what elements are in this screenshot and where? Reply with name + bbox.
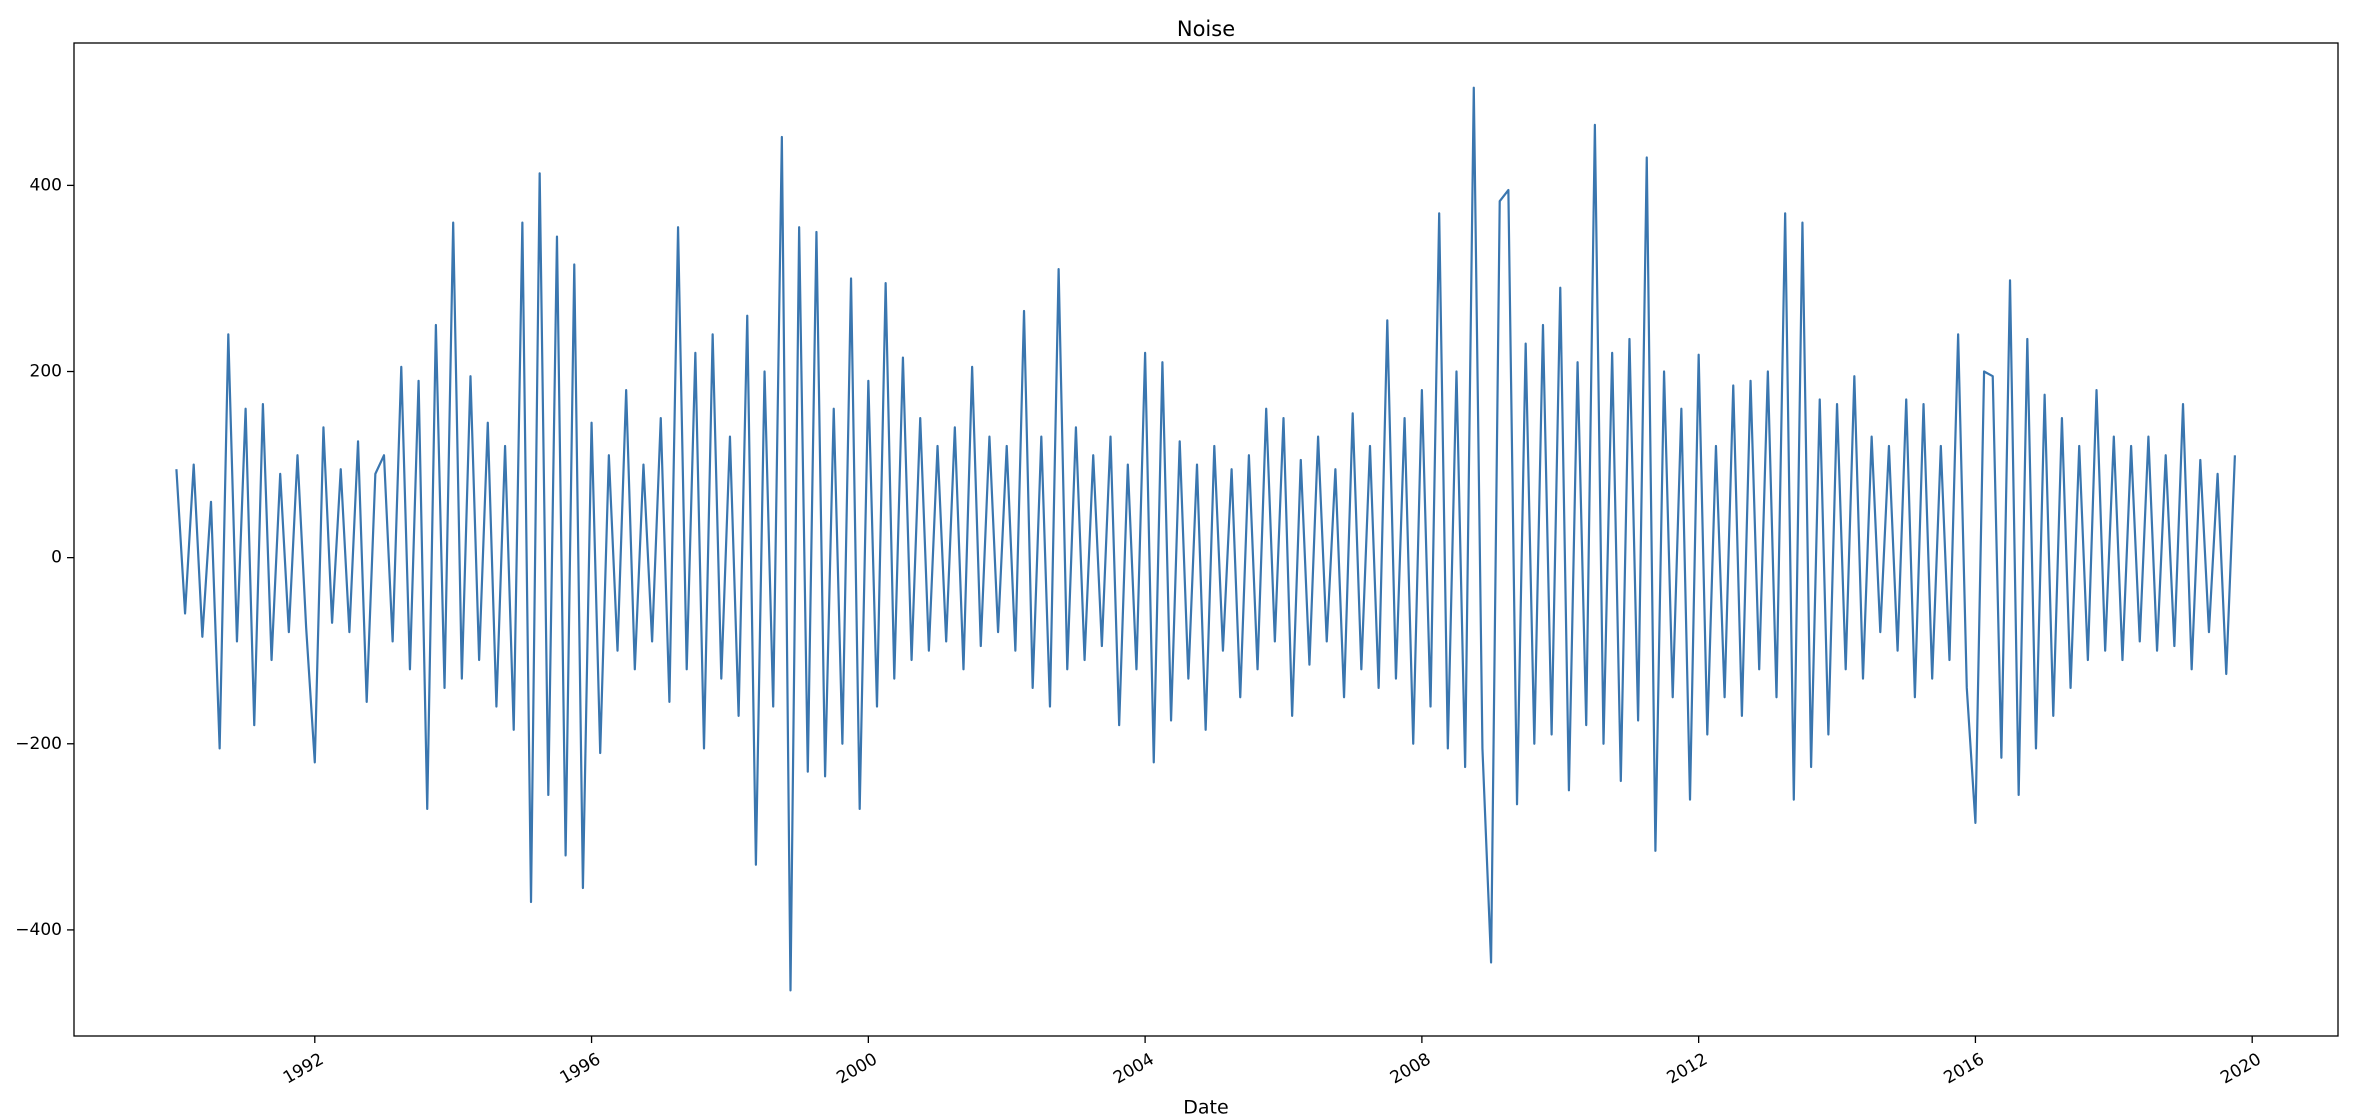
x-tick-label: 2016 bbox=[1940, 1049, 1987, 1088]
x-tick-label: 1996 bbox=[557, 1049, 604, 1088]
x-axis-label: Date bbox=[1183, 1097, 1228, 1119]
x-tick-label: 2020 bbox=[2217, 1049, 2264, 1088]
y-tick-label: 0 bbox=[51, 548, 62, 568]
noise-line bbox=[175, 86, 2236, 992]
x-tick-label: 2012 bbox=[1664, 1049, 1711, 1088]
x-tick-label: 2000 bbox=[833, 1049, 880, 1088]
plot-frame bbox=[73, 42, 2339, 1037]
y-tick-label: −400 bbox=[15, 920, 62, 940]
y-tick-label: −200 bbox=[15, 734, 62, 754]
x-tick-label: 1992 bbox=[280, 1049, 327, 1088]
y-tick-label: 200 bbox=[30, 362, 62, 382]
x-tick-label: 2008 bbox=[1387, 1049, 1434, 1088]
x-tick-label: 2004 bbox=[1110, 1049, 1157, 1088]
y-tick-label: 400 bbox=[30, 175, 62, 195]
chart-title: Noise bbox=[1177, 17, 1235, 41]
